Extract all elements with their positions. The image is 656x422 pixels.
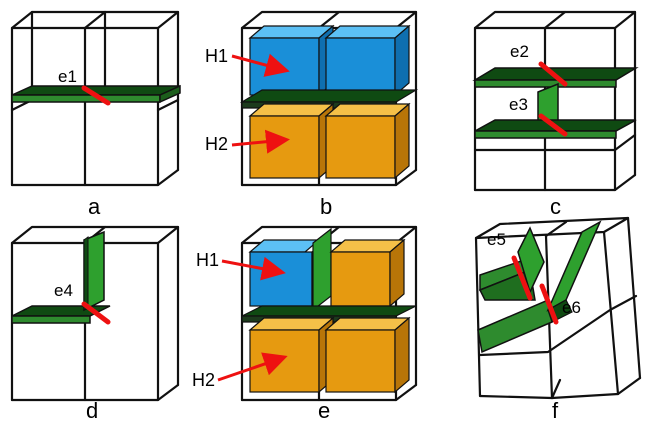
edge-e1-marker: [81, 85, 111, 106]
panel-d-green-vertical: [83, 230, 105, 312]
panel-label-d: d: [86, 398, 98, 422]
panel-a-green-plate: [11, 84, 181, 104]
block-e-h2-orange: [248, 316, 411, 394]
edge-label-e3: e3: [509, 95, 528, 114]
panel-label-e: e: [318, 398, 330, 422]
panel-f-green-upper-vertical: [517, 226, 545, 295]
block-h1-blue: [248, 24, 411, 97]
block-label-e-h1: H1: [196, 250, 219, 270]
panel-e-green-vertical: [312, 227, 332, 312]
arrow-b-h1: [231, 53, 290, 77]
edge-e6-marker: [539, 283, 559, 325]
edge-label-e1: e1: [58, 67, 77, 86]
panel-label-c: c: [550, 194, 561, 219]
edge-e4-marker: [81, 301, 111, 325]
edge-e2-marker: [538, 61, 568, 87]
panel-b: H1 H2 b: [205, 10, 419, 219]
panel-e: H1 H2 e: [192, 225, 418, 422]
edge-e3-marker: [538, 113, 568, 137]
edge-label-e2: e2: [510, 42, 529, 61]
block-label-b-h2: H2: [205, 134, 228, 154]
edge-label-e4: e4: [54, 281, 73, 300]
panel-f-wireframe: [474, 216, 642, 400]
panel-c-wireframe: [473, 10, 637, 192]
arrow-e-h1: [221, 256, 286, 281]
panel-label-f: f: [552, 398, 559, 422]
panel-f: e5 e6 f: [474, 216, 642, 422]
block-e-upper-right-orange: [329, 238, 406, 308]
arrow-e-h2: [217, 352, 288, 382]
panel-a: e1 a: [10, 10, 181, 219]
arrow-b-h2: [231, 129, 290, 154]
panel-label-a: a: [88, 194, 101, 219]
edge-label-e6: e6: [562, 298, 581, 317]
edge-e5-marker: [511, 255, 533, 301]
edge-label-e5: e5: [487, 230, 506, 249]
block-h2-orange: [248, 102, 411, 180]
panel-f-green-left-lower: [477, 298, 553, 354]
block-label-e-h2: H2: [192, 370, 215, 390]
panel-label-b: b: [320, 194, 332, 219]
block-label-b-h1: H1: [205, 46, 228, 66]
panel-d: e4 d: [10, 225, 180, 422]
panel-c: e2 e3 c: [472, 10, 639, 219]
